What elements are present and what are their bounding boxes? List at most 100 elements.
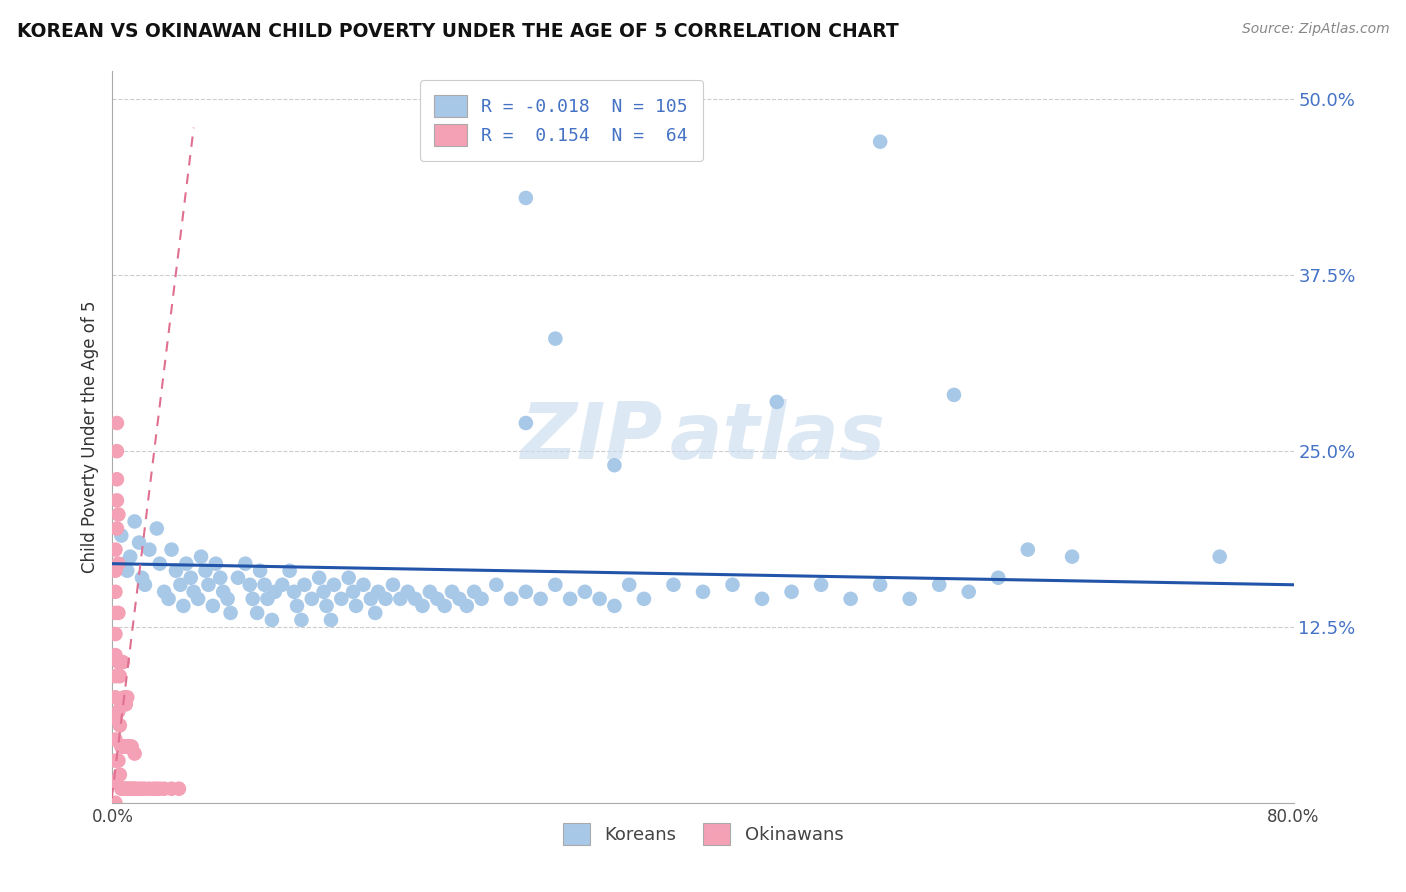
Point <box>111 698 134 712</box>
Point <box>110 698 132 712</box>
Point <box>153 584 176 599</box>
Point <box>190 549 212 564</box>
Point <box>187 591 209 606</box>
Point <box>233 557 256 571</box>
Point <box>433 599 456 613</box>
Point <box>149 781 172 796</box>
Point <box>217 591 239 606</box>
Point <box>219 606 242 620</box>
Point <box>603 458 626 473</box>
Point <box>104 606 127 620</box>
Point <box>1017 542 1039 557</box>
Point <box>111 781 134 796</box>
Point <box>104 542 127 557</box>
Point <box>839 591 862 606</box>
Point <box>463 584 485 599</box>
Point <box>898 591 921 606</box>
Point <box>120 781 142 796</box>
Point <box>110 781 132 796</box>
Point <box>780 584 803 599</box>
Point <box>987 571 1010 585</box>
Point <box>766 395 789 409</box>
Point <box>239 578 262 592</box>
Text: Source: ZipAtlas.com: Source: ZipAtlas.com <box>1241 22 1389 37</box>
Point <box>942 388 965 402</box>
Point <box>124 747 146 761</box>
Point <box>107 754 129 768</box>
Point <box>319 613 342 627</box>
Point <box>118 781 141 796</box>
Point <box>603 599 626 613</box>
Point <box>104 774 127 789</box>
Point <box>323 578 346 592</box>
Point <box>1208 549 1232 564</box>
Point <box>246 606 269 620</box>
Point <box>501 591 523 606</box>
Point <box>312 584 335 599</box>
Point <box>112 781 135 796</box>
Point <box>256 591 278 606</box>
Point <box>117 564 138 578</box>
Point <box>183 584 205 599</box>
Point <box>146 521 169 535</box>
Point <box>125 781 148 796</box>
Text: ZIP atlas: ZIP atlas <box>520 399 886 475</box>
Point <box>588 591 610 606</box>
Point <box>283 584 305 599</box>
Point <box>104 796 127 810</box>
Point <box>290 613 312 627</box>
Point <box>105 416 128 430</box>
Point <box>692 584 714 599</box>
Point <box>167 781 190 796</box>
Point <box>105 472 128 486</box>
Point <box>128 781 150 796</box>
Point <box>721 578 744 592</box>
Point <box>160 781 183 796</box>
Point <box>426 591 449 606</box>
Point <box>411 599 433 613</box>
Point <box>146 781 169 796</box>
Point <box>292 578 315 592</box>
Point <box>515 416 537 430</box>
Point <box>869 135 891 149</box>
Point <box>122 781 145 796</box>
Point <box>515 191 537 205</box>
Point <box>134 781 156 796</box>
Point <box>110 655 132 669</box>
Point <box>389 591 412 606</box>
Point <box>382 578 405 592</box>
Point <box>124 515 146 529</box>
Point <box>456 599 478 613</box>
Point <box>330 591 353 606</box>
Point <box>114 739 136 754</box>
Point <box>344 599 367 613</box>
Point <box>104 754 127 768</box>
Point <box>515 584 537 599</box>
Point <box>104 648 127 662</box>
Point <box>278 564 301 578</box>
Point <box>112 557 135 571</box>
Point <box>112 690 135 705</box>
Point <box>342 584 364 599</box>
Point <box>529 591 551 606</box>
Point <box>174 557 197 571</box>
Point <box>449 591 471 606</box>
Point <box>249 564 271 578</box>
Point <box>441 584 464 599</box>
Point <box>662 578 685 592</box>
Point <box>120 739 142 754</box>
Point <box>212 584 235 599</box>
Point <box>114 698 136 712</box>
Point <box>751 591 773 606</box>
Point <box>153 781 176 796</box>
Point <box>112 739 135 754</box>
Point <box>374 591 396 606</box>
Point <box>104 732 127 747</box>
Point <box>108 767 131 781</box>
Legend: Koreans, Okinawans: Koreans, Okinawans <box>555 816 851 852</box>
Point <box>118 739 141 754</box>
Point <box>105 493 128 508</box>
Point <box>869 578 891 592</box>
Y-axis label: Child Poverty Under the Age of 5: Child Poverty Under the Age of 5 <box>80 301 98 574</box>
Point <box>108 718 131 732</box>
